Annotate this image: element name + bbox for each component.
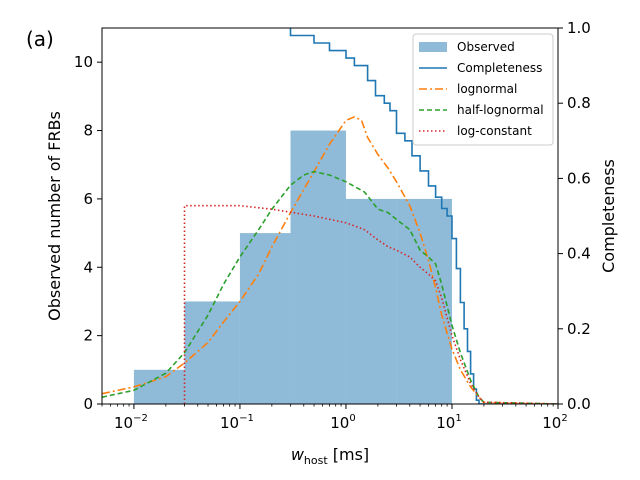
x-axis-label-unit: [ms] (328, 445, 370, 464)
histogram-bar (184, 301, 240, 404)
legend-label: log-constant (457, 124, 532, 138)
x-axis-label-var: w (291, 445, 305, 464)
histogram-bar (133, 369, 185, 404)
histogram (133, 130, 452, 404)
histogram-bar (345, 198, 397, 404)
legend: Observed Completeness lognormal half-lognor… (412, 33, 554, 146)
y-tick-label-right: 0.2 (567, 320, 591, 338)
legend-swatch (419, 42, 447, 52)
y-tick-label-right: 1.0 (567, 19, 591, 37)
x-tick-label: 100 (330, 413, 355, 432)
series-line-log-constant (183, 204, 558, 404)
x-axis-label-sub: host (304, 454, 328, 467)
y-axis-label-left: Observed number of FRBs (45, 111, 64, 321)
histogram-bar (290, 130, 346, 404)
y-tick-label-right: 0.8 (567, 94, 591, 112)
x-tick-label: 101 (436, 413, 461, 432)
axis-ticks: 10−2 10−1 100 101 102 0 2 4 6 8 10 0.0 0.2 0.4 0.6 0.8 1… (74, 19, 591, 432)
y-tick-label-left: 10 (74, 53, 93, 71)
x-tick-label: 10−1 (220, 413, 254, 432)
y-tick-label-left: 4 (83, 258, 93, 276)
legend-box (412, 33, 554, 146)
panel-label: (a) (26, 27, 54, 51)
legend-label: lognormal (457, 82, 517, 96)
series-line-Completeness (289, 28, 558, 404)
y-tick-label-right: 0.0 (567, 395, 591, 413)
y-tick-label-right: 0.6 (567, 169, 591, 187)
legend-label: half-lognormal (457, 103, 544, 117)
y-tick-label-left: 6 (83, 190, 93, 208)
legend-label: Observed (457, 40, 515, 54)
x-axis-label: whost [ms] (291, 445, 369, 467)
y-axis-label-right: Completeness (599, 159, 618, 273)
x-tick-label: 10−2 (114, 413, 148, 432)
series-line-half-lognormal (102, 170, 558, 404)
series-lines (102, 28, 558, 404)
x-tick-label: 102 (542, 413, 567, 432)
legend-label: Completeness (457, 61, 542, 75)
plot-frame (101, 27, 559, 405)
y-tick-label-left: 8 (83, 122, 93, 140)
y-tick-label-right: 0.4 (567, 245, 591, 263)
histogram-bar (396, 198, 452, 404)
series-line-lognormal (102, 116, 558, 404)
histogram-bar (239, 233, 291, 404)
y-tick-label-left: 0 (83, 395, 93, 413)
y-tick-label-left: 2 (83, 327, 93, 345)
